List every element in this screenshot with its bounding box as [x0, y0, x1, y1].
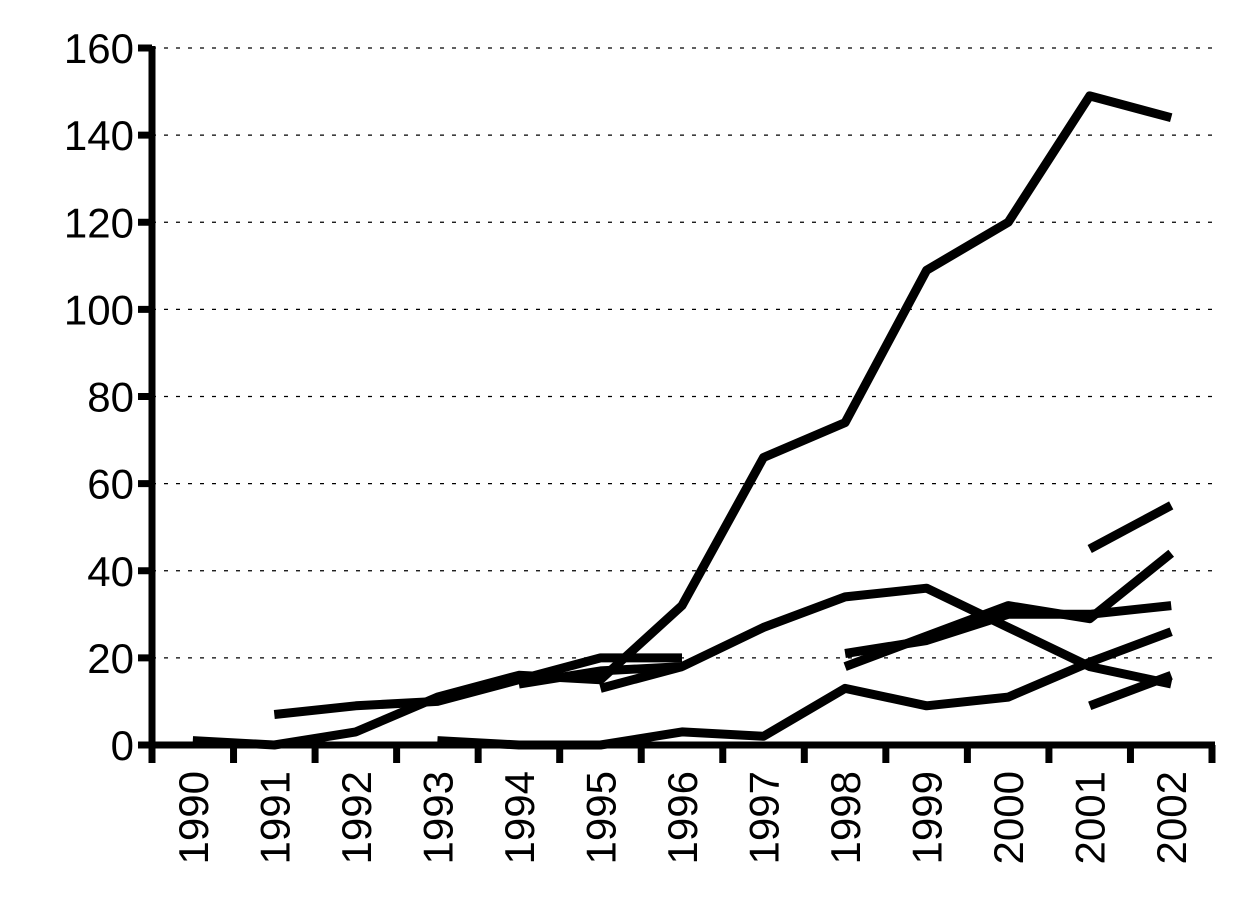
series-line-3: [518, 583, 1173, 689]
y-tick-labels: 0 20 40 60 80 100 120 140 160: [64, 25, 134, 769]
y-tick-label: 40: [87, 548, 134, 595]
x-tick-labels: 1990 1991 1992 1993 1994 1995 1996 1997 1998 1999…: [170, 771, 1195, 864]
series-line-6: [843, 549, 1175, 671]
x-tick-label: 1993: [414, 771, 461, 864]
series-line-2: [273, 653, 682, 719]
y-tick-label: 120: [64, 199, 134, 246]
x-tick-label: 1994: [496, 771, 543, 864]
x-tick-label: 1999: [904, 771, 951, 864]
y-tick-label: 140: [64, 112, 134, 159]
series-group: [192, 91, 1175, 750]
grid-lines: [152, 47, 1212, 659]
x-tick-label: 2002: [1148, 771, 1195, 864]
y-tick-label: 100: [64, 286, 134, 333]
x-tick-label: 1996: [659, 771, 706, 864]
x-tick-label: 1995: [577, 771, 624, 864]
y-tick-label: 80: [87, 374, 134, 421]
y-tick-label: 20: [87, 635, 134, 682]
y-tick-label: 60: [87, 461, 134, 508]
series-line-7: [1087, 501, 1174, 553]
y-tick-label: 0: [111, 722, 134, 769]
x-tick-label: 2001: [1067, 771, 1114, 864]
x-tick-label: 2000: [985, 771, 1032, 864]
x-tick-label: 1991: [251, 771, 298, 864]
x-tick-label: 1990: [170, 771, 217, 864]
series-line-5-part-1: [599, 662, 684, 693]
tick-marks: [138, 44, 1216, 763]
x-tick-label: 1997: [741, 771, 788, 864]
x-tick-label: 1998: [822, 771, 869, 864]
x-tick-label: 1992: [333, 771, 380, 864]
series-line-8: [1088, 671, 1173, 711]
y-tick-label: 160: [64, 25, 134, 72]
series-line-1: [192, 91, 1173, 750]
